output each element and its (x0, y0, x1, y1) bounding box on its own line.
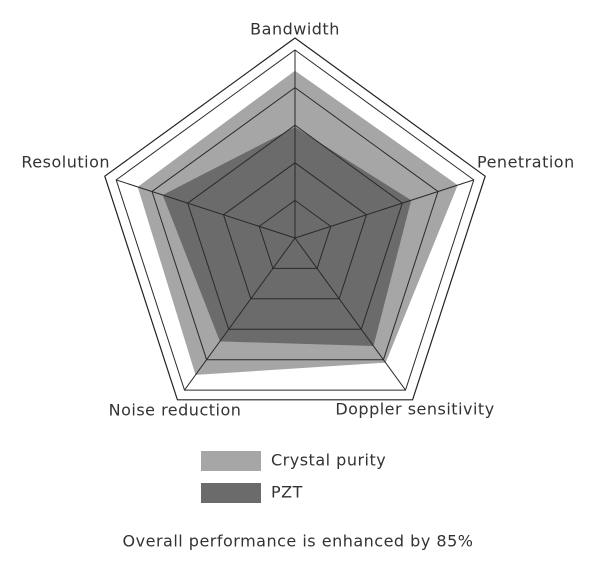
series-area (162, 127, 412, 346)
category-label: Bandwidth (250, 20, 340, 39)
category-label: Doppler sensitivity (335, 400, 494, 419)
spoke (116, 179, 296, 239)
caption: Overall performance is enhanced by 85% (123, 532, 474, 551)
grid-ring (151, 86, 439, 361)
spoke (184, 237, 296, 391)
legend-swatch (201, 483, 261, 503)
legend-label: Crystal purity (271, 451, 386, 470)
legend-swatch (201, 451, 261, 471)
grid-ring (222, 162, 368, 300)
spoke (294, 237, 406, 391)
spoke (294, 179, 474, 239)
category-label: Resolution (21, 153, 110, 172)
grid-ring (115, 49, 475, 391)
grid-ring (187, 124, 403, 330)
category-label: Noise reduction (109, 401, 242, 420)
legend-label: PZT (271, 483, 303, 502)
category-label: Penetration (477, 153, 575, 172)
grid-ring (258, 199, 332, 269)
